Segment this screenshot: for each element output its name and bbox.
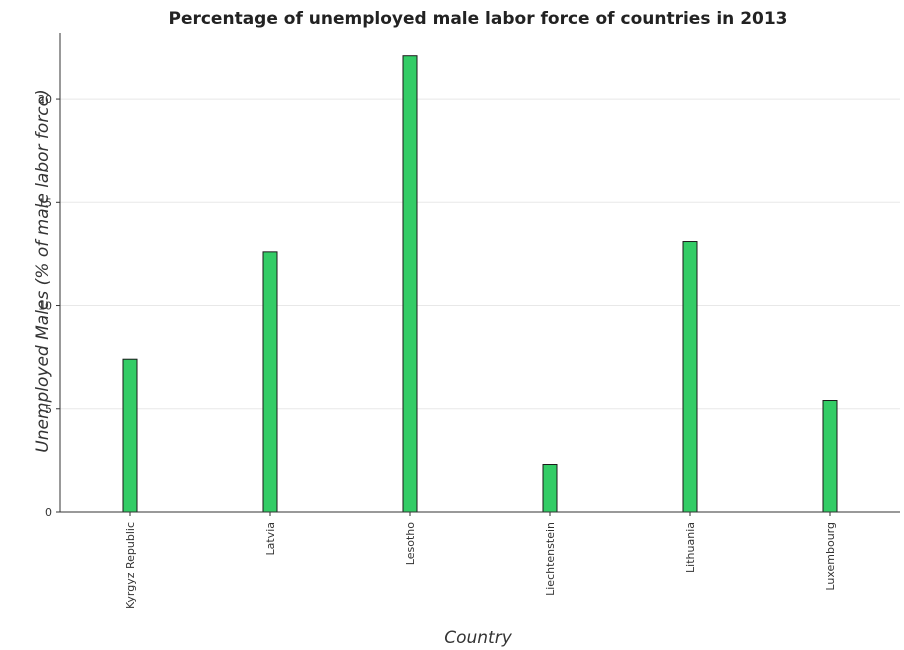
bar — [122, 358, 138, 513]
bar — [402, 55, 418, 513]
bar — [262, 251, 278, 513]
x-tick-label: Kyrgyz Republic — [124, 522, 137, 609]
x-axis-label: Country — [444, 628, 512, 648]
bar — [682, 241, 698, 513]
x-tick-label: Lithuania — [684, 522, 697, 573]
y-tick-label: 20 — [38, 93, 52, 106]
gridlines — [60, 98, 900, 513]
y-tick-label: 15 — [38, 196, 52, 209]
y-axis-label: Unemployed Males (% of male labor force) — [33, 89, 53, 452]
x-tick-label: Latvia — [264, 522, 277, 556]
x-tick-label: Liechtenstein — [544, 522, 557, 596]
chart-title: Percentage of unemployed male labor forc… — [168, 9, 787, 29]
x-tick-label: Lesotho — [404, 522, 417, 565]
y-axis-ticks: 0 5 10 15 20 — [38, 93, 60, 519]
y-tick-label: 0 — [45, 506, 52, 519]
bar — [822, 400, 838, 513]
y-tick-label: 10 — [38, 300, 52, 313]
x-tick-label: Luxembourg — [824, 522, 837, 591]
bar — [542, 464, 558, 513]
y-tick-label: 5 — [45, 403, 52, 416]
x-axis-ticks: Kyrgyz Republic Latvia Lesotho Liechtenstei… — [124, 512, 837, 609]
bars — [122, 55, 838, 513]
